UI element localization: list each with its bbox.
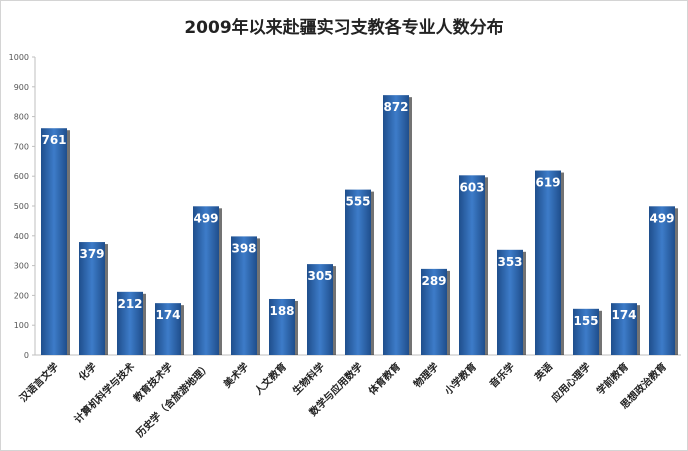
bar	[573, 308, 599, 355]
x-tick-label: 人文教育	[252, 360, 289, 397]
bar-data-label: 289	[421, 274, 446, 288]
chart-title: 2009年以来赴疆实习支教各专业人数分布	[184, 17, 503, 38]
x-tick-label: 历史学（含旅游地理）	[133, 360, 213, 440]
x-tick-label: 学前教育	[594, 360, 631, 397]
bar-data-label: 353	[497, 255, 522, 269]
bar	[193, 206, 219, 355]
x-tick-label: 计算机科学与技术	[71, 360, 137, 426]
bar-data-label: 379	[79, 247, 104, 261]
x-tick-label: 美术学	[221, 360, 251, 390]
x-tick-label: 体育教育	[366, 360, 403, 397]
y-tick-label: 200	[14, 291, 29, 300]
bar	[155, 303, 181, 355]
bar	[535, 170, 561, 355]
x-tick-label: 英语	[531, 360, 555, 384]
bar	[307, 264, 333, 355]
bar-data-label: 499	[193, 211, 218, 225]
x-tick-label: 小学教育	[441, 360, 479, 398]
bar	[269, 298, 295, 355]
bar-data-label: 761	[41, 133, 66, 147]
bars-group: 761 379 212 174 499 398 188 305 555 872 289 603 353 6…	[41, 95, 678, 356]
y-tick-label: 600	[14, 172, 29, 181]
y-tick-label: 1000	[9, 53, 29, 62]
bar-data-label: 305	[307, 269, 332, 283]
x-tick-label: 生物科学	[290, 360, 327, 397]
bar	[459, 175, 485, 355]
bar-data-label: 398	[231, 241, 256, 255]
y-tick-label: 500	[14, 202, 29, 211]
bar-data-label: 872	[383, 100, 408, 114]
bar-data-label: 212	[117, 297, 142, 311]
x-tick-label: 化学	[76, 360, 99, 383]
y-tick-label: 800	[14, 113, 29, 122]
y-tick-label: 300	[14, 262, 29, 271]
y-tick-label: 700	[14, 142, 29, 151]
y-axis-ticks: 0 100 200 300 400 500 600 700 800 900 1000	[9, 53, 35, 360]
bar-data-label: 188	[269, 304, 294, 318]
bar	[497, 249, 523, 355]
bar	[41, 128, 67, 355]
bar	[79, 242, 105, 355]
bar-data-label: 499	[649, 211, 674, 225]
x-tick-label: 应用心理学	[549, 360, 594, 405]
x-tick-label: 物理学	[411, 360, 441, 390]
bar	[421, 268, 447, 355]
x-tick-label: 汉语言文学	[17, 360, 62, 405]
bar	[383, 95, 409, 356]
y-tick-label: 900	[14, 83, 29, 92]
bar	[649, 206, 675, 355]
y-tick-label: 0	[24, 351, 29, 360]
bar-data-label: 603	[459, 180, 484, 194]
y-tick-label: 400	[14, 232, 29, 241]
bar	[345, 189, 371, 355]
y-tick-label: 100	[14, 321, 29, 330]
bar-data-label: 174	[155, 308, 180, 322]
x-tick-label: 音乐学	[487, 360, 517, 390]
bar-data-label: 555	[345, 195, 370, 209]
bar	[117, 291, 143, 355]
bar	[231, 236, 257, 355]
bar-data-label: 155	[573, 314, 598, 328]
bar	[611, 303, 637, 355]
bar-data-label: 174	[611, 308, 636, 322]
bar-data-label: 619	[535, 176, 560, 190]
